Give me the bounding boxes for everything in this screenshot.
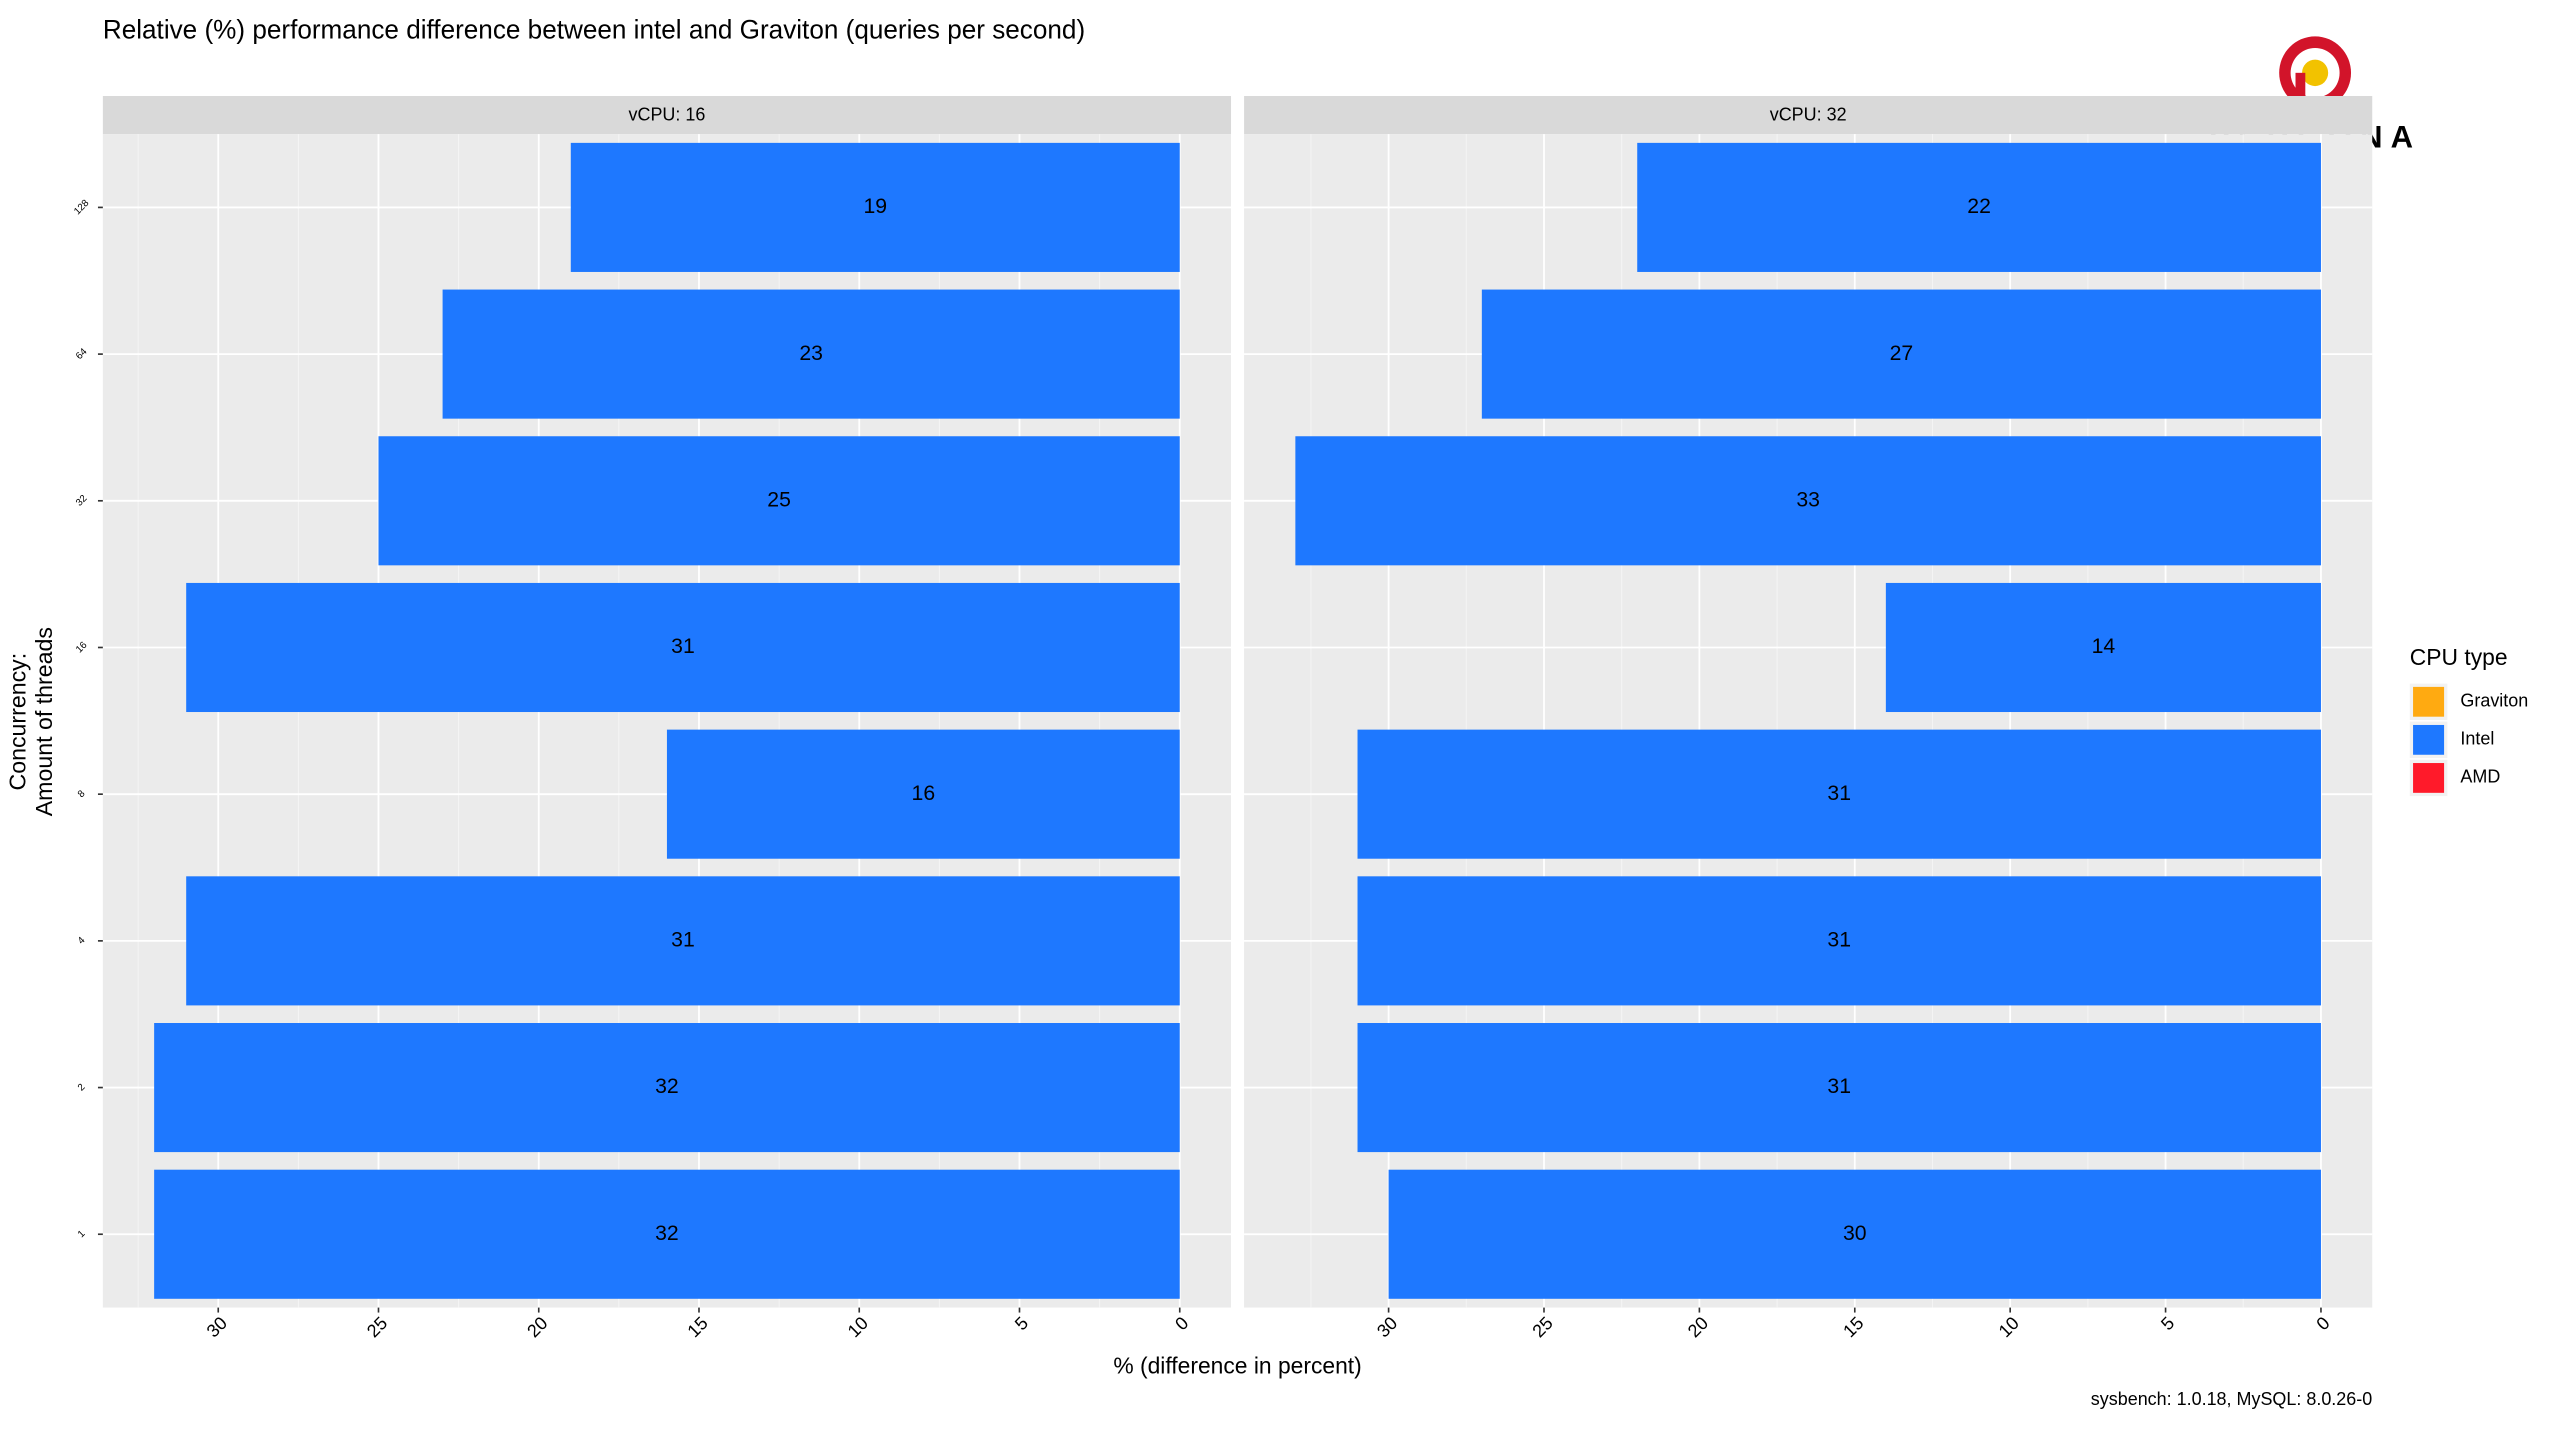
data-label: 33 — [1796, 487, 1820, 511]
y-tick-label: 4 — [76, 935, 88, 947]
logo-dot — [2302, 59, 2329, 87]
chart-title: Relative (%) performance difference betw… — [103, 14, 1085, 44]
x-tick-label: 15 — [684, 1313, 712, 1342]
legend-label: AMD — [2460, 767, 2500, 787]
y-tick-label: 128 — [72, 197, 92, 217]
x-axis-label: % (difference in percent) — [1113, 1352, 1361, 1378]
y-axis-label-line: Amount of threads — [31, 627, 57, 816]
x-tick-label: 0 — [1171, 1313, 1192, 1334]
x-tick-label: 25 — [1529, 1313, 1557, 1342]
data-label: 32 — [655, 1221, 679, 1245]
legend-label: Graviton — [2460, 690, 2528, 710]
y-axis-label-line: Concurrency: — [5, 653, 31, 791]
bar — [666, 729, 1180, 859]
legend-swatch — [2413, 724, 2445, 755]
legend-swatch — [2413, 763, 2445, 793]
y-tick-label: 1 — [76, 1228, 88, 1240]
logo-stem — [2295, 72, 2306, 110]
bar — [378, 436, 1180, 566]
x-tick-label: 10 — [844, 1313, 872, 1342]
bar — [186, 582, 1180, 713]
data-label: 30 — [1843, 1221, 1867, 1245]
bar — [1388, 1169, 2321, 1299]
caption: sysbench: 1.0.18, MySQL: 8.0.26-0 — [2091, 1389, 2372, 1409]
x-tick-label: 15 — [1839, 1313, 1867, 1342]
x-tick-label: 20 — [523, 1313, 551, 1342]
bar — [1885, 582, 2321, 713]
bar — [1637, 142, 2321, 272]
data-label: 31 — [671, 927, 695, 951]
x-tick-label: 30 — [1373, 1313, 1401, 1342]
data-label: 32 — [655, 1074, 679, 1098]
legend-label: Intel — [2460, 729, 2494, 749]
data-label: 31 — [1827, 1074, 1851, 1098]
strip-label: vCPU: 32 — [1770, 105, 1847, 125]
legend-swatch — [2413, 686, 2445, 717]
strip — [102, 96, 1232, 135]
strip-label: vCPU: 16 — [629, 105, 706, 125]
data-label: 31 — [1827, 781, 1851, 805]
data-label: 19 — [863, 194, 887, 218]
bar — [1357, 729, 2321, 859]
bar — [570, 142, 1180, 272]
y-tick-label: 2 — [76, 1082, 88, 1094]
y-tick-label: 16 — [74, 639, 90, 655]
data-label: 16 — [912, 781, 936, 805]
strip — [1244, 96, 2373, 135]
data-label: 25 — [767, 487, 791, 511]
data-label: 22 — [1967, 194, 1991, 218]
x-tick-label: 10 — [1995, 1313, 2023, 1342]
y-tick-label: 8 — [76, 788, 88, 800]
x-tick-label: 25 — [363, 1313, 391, 1342]
bar — [1295, 436, 2321, 566]
bar — [186, 876, 1180, 1006]
bar — [442, 289, 1180, 419]
bar — [154, 1169, 1180, 1299]
x-tick-label: 30 — [203, 1313, 231, 1342]
x-tick-label: 0 — [2313, 1313, 2334, 1334]
data-label: 27 — [1890, 341, 1914, 365]
x-tick-label: 20 — [1684, 1313, 1712, 1342]
legend-title: CPU type — [2410, 644, 2508, 670]
bar — [1357, 1023, 2321, 1153]
data-label: 31 — [1827, 927, 1851, 951]
y-axis-label: Concurrency: Amount of threads — [5, 627, 57, 816]
data-label: 14 — [2092, 634, 2116, 658]
x-tick-label: 5 — [1011, 1313, 1032, 1334]
y-tick-label: 64 — [74, 346, 90, 362]
data-label: 31 — [671, 634, 695, 658]
bar — [1357, 876, 2321, 1006]
bar — [1481, 289, 2321, 419]
bar — [154, 1023, 1180, 1153]
y-tick-label: 32 — [74, 493, 89, 509]
x-tick-label: 5 — [2157, 1313, 2178, 1334]
data-label: 23 — [799, 341, 823, 365]
